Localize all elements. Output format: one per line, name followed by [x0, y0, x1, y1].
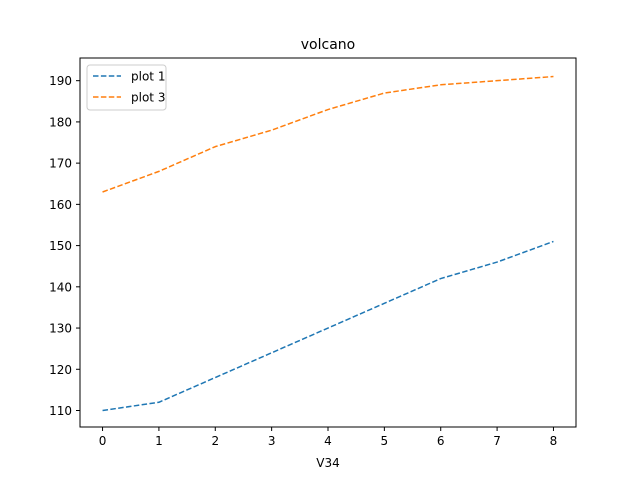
- y-tick-label: 160: [49, 198, 72, 212]
- legend: plot 1 plot 3: [86, 64, 167, 111]
- series-line-plot-3: [102, 75, 554, 193]
- x-tick-label: 1: [155, 434, 163, 448]
- x-tick-label: 3: [268, 434, 276, 448]
- x-axis-label: V34: [316, 456, 339, 470]
- x-tick-label: 4: [324, 434, 332, 448]
- x-axis: 0 1 2 3 4 5 6 7 8: [99, 427, 558, 448]
- y-tick-label: 190: [49, 74, 72, 88]
- legend-label-plot-3: plot 3: [131, 91, 165, 105]
- y-tick-label: 110: [49, 404, 72, 418]
- y-axis: 110 120 130 140 150 160 170 180 190: [49, 74, 80, 418]
- y-tick-label: 180: [49, 115, 72, 129]
- y-tick-label: 130: [49, 322, 72, 336]
- y-tick-label: 150: [49, 239, 72, 253]
- y-tick-label: 120: [49, 363, 72, 377]
- x-tick-label: 0: [99, 434, 107, 448]
- x-tick-label: 8: [550, 434, 558, 448]
- x-tick-label: 5: [381, 434, 389, 448]
- legend-box: [86, 64, 167, 111]
- y-tick-label: 170: [49, 157, 72, 171]
- x-tick-label: 7: [493, 434, 501, 448]
- series-layer: [102, 75, 554, 412]
- chart-title: volcano: [301, 37, 355, 53]
- x-tick-label: 2: [211, 434, 219, 448]
- series-line-plot-1: [102, 240, 554, 412]
- legend-label-plot-1: plot 1: [131, 70, 165, 84]
- x-tick-label: 6: [437, 434, 445, 448]
- y-tick-label: 140: [49, 280, 72, 294]
